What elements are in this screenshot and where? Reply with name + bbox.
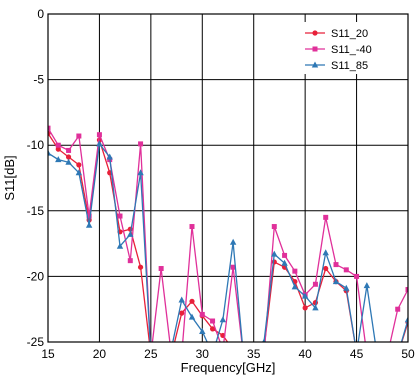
data-point: [271, 224, 277, 230]
data-point: [76, 133, 82, 139]
data-point: [76, 162, 82, 168]
x-tick-label: 15: [41, 347, 55, 361]
data-point: [312, 281, 318, 287]
data-point: [291, 283, 299, 290]
legend-label: S11_20: [331, 28, 368, 40]
data-point: [354, 273, 360, 279]
y-tick-label: -20: [27, 269, 45, 283]
data-point: [127, 230, 134, 237]
data-point: [75, 169, 83, 176]
data-point: [55, 142, 61, 148]
data-point: [395, 306, 401, 312]
plot-frame: [47, 13, 409, 343]
data-point: [312, 304, 319, 311]
y-tick-label: -25: [27, 335, 45, 349]
data-point: [209, 326, 216, 332]
x-tick-label: 45: [350, 347, 364, 361]
legend: S11_20 S11_-40 S11_85: [300, 22, 404, 74]
data-point: [271, 259, 277, 265]
data-point: [229, 238, 237, 245]
data-point: [96, 140, 103, 147]
data-point: [85, 221, 93, 228]
data-point: [281, 259, 288, 266]
series-3: [48, 140, 408, 342]
legend-label: S11_-40: [331, 44, 372, 56]
data-point: [48, 125, 51, 131]
data-point: [189, 224, 195, 230]
data-point: [323, 214, 329, 220]
data-point: [117, 213, 123, 219]
tick-labels: 15 20 25 30 35 40 45 50 0 -5 -10 -15 -20 -25: [27, 7, 415, 361]
data-point: [199, 311, 205, 317]
data-point: [96, 132, 102, 138]
data-point: [332, 278, 340, 285]
series-line: [48, 127, 408, 342]
series-2: [48, 125, 408, 342]
data-point: [292, 268, 298, 274]
data-point: [404, 316, 408, 323]
data-point: [127, 258, 133, 264]
data-point: [230, 264, 236, 270]
data-point: [137, 264, 144, 270]
series-1: [48, 130, 408, 342]
data-point: [178, 296, 185, 303]
data-point: [363, 282, 371, 289]
data-point: [106, 153, 113, 160]
y-axis-title: S11[dB]: [2, 155, 17, 200]
data-point: [301, 292, 309, 299]
data-point: [219, 316, 227, 323]
data-point: [138, 141, 144, 147]
data-point: [55, 156, 62, 163]
data-point: [179, 310, 185, 316]
x-tick-label: 25: [144, 347, 158, 361]
data-point: [322, 249, 329, 256]
x-tick-label: 40: [298, 347, 312, 361]
series-line: [48, 142, 408, 342]
data-point: [189, 298, 195, 304]
data-point: [405, 287, 408, 293]
data-point: [262, 338, 266, 342]
x-tick-label: 30: [196, 347, 210, 361]
data-point: [66, 147, 72, 153]
data-point: [48, 149, 52, 156]
legend-marker: [312, 30, 318, 36]
data-point: [210, 318, 216, 324]
x-tick-label: 20: [93, 347, 107, 361]
data-point: [55, 146, 61, 152]
data-point: [65, 154, 72, 160]
data-point: [188, 313, 196, 320]
data-point: [86, 213, 92, 219]
data-point: [302, 305, 308, 311]
data-point: [65, 158, 72, 165]
data-point: [333, 262, 339, 268]
data-point: [116, 242, 124, 249]
series-layer: [48, 125, 408, 342]
legend-label: S11_85: [331, 60, 368, 72]
x-tick-label: 35: [247, 347, 261, 361]
data-point: [158, 266, 164, 272]
data-point: [199, 328, 206, 335]
data-point: [323, 265, 329, 272]
legend-marker: [312, 46, 318, 52]
data-point: [137, 169, 144, 176]
x-tick-label: 50: [401, 347, 415, 361]
data-point: [343, 284, 350, 291]
legend-marker: [311, 61, 319, 68]
y-tick-label: -15: [27, 204, 45, 218]
x-axis-title: Frequency[GHz]: [181, 360, 276, 375]
y-tick-label: -5: [33, 73, 44, 87]
data-point: [271, 250, 278, 257]
y-tick-label: -10: [27, 138, 45, 152]
data-point: [343, 267, 349, 273]
y-tick-label: 0: [37, 7, 44, 21]
data-point: [282, 252, 288, 258]
series-line: [48, 133, 408, 342]
